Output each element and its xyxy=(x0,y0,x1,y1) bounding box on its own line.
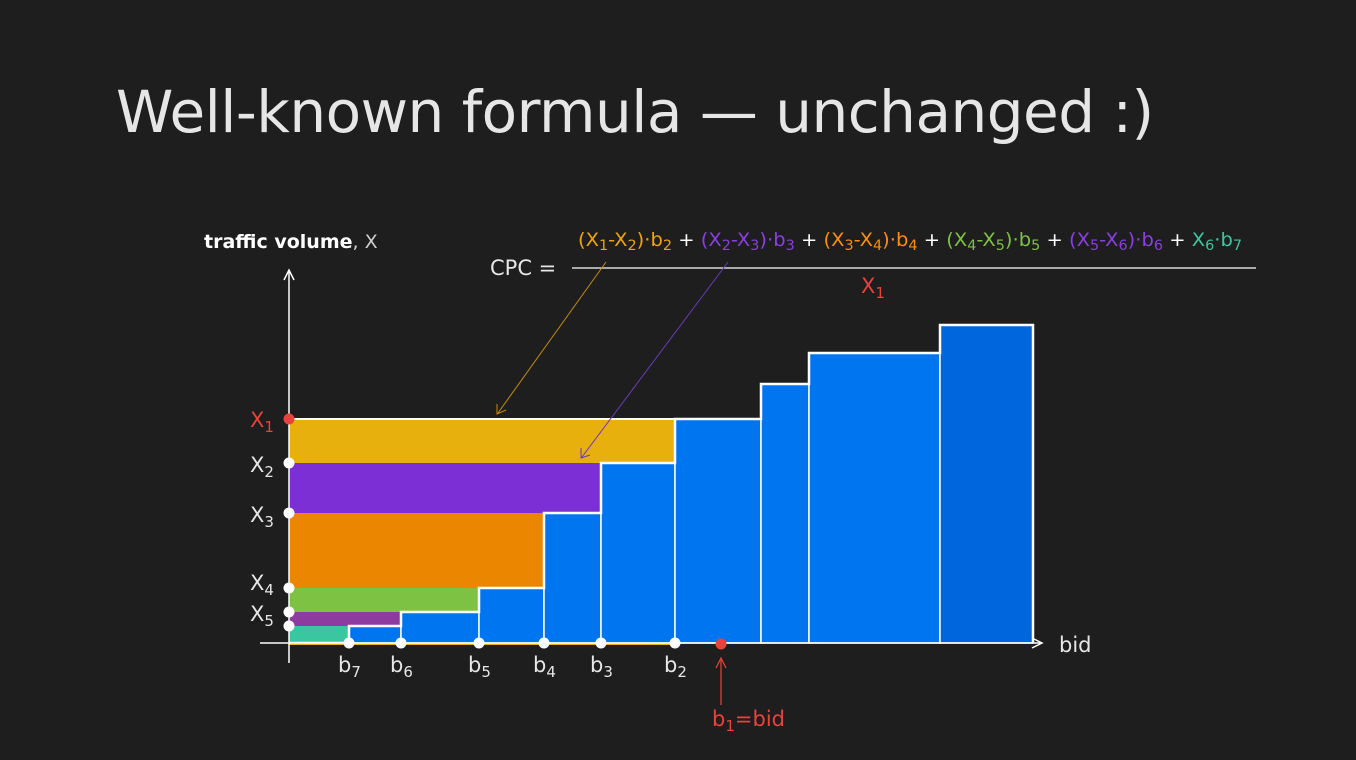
step-bar xyxy=(543,512,602,644)
step-bar xyxy=(600,462,676,644)
axes xyxy=(260,268,1044,705)
y-level-dot xyxy=(283,620,295,632)
bid-label: b6 xyxy=(390,653,413,681)
pointer-term1 xyxy=(497,261,607,414)
x4-x5-band xyxy=(289,588,479,612)
x-axis-title: bid xyxy=(1059,633,1092,657)
bid-label: b2 xyxy=(664,653,687,681)
current-bid-label: b1=bid xyxy=(712,707,785,735)
step-bar xyxy=(674,418,762,644)
axis-labels: X1 X2 X3 X4 X5 b7 b6 b5 b4 b3 b2 b1=bid traffic volu… xyxy=(204,231,1092,735)
step-bar xyxy=(348,625,402,644)
x-axis-arrow xyxy=(1031,637,1044,649)
step-bar xyxy=(478,587,545,644)
x2-x3-band xyxy=(289,463,601,513)
step-bar xyxy=(760,383,810,644)
bid-label: b7 xyxy=(338,653,361,681)
y-level-label: X4 xyxy=(250,571,274,599)
x1-x2-band xyxy=(289,419,675,463)
colored-bands xyxy=(289,419,675,643)
current-bid-dot xyxy=(715,638,727,650)
pointer-term2-head xyxy=(580,448,591,459)
formula-numerator: (X1-X2)·b2 + (X2-X3)·b3 + (X3-X4)·b4 + (… xyxy=(578,229,1242,254)
step-bar xyxy=(939,324,1034,644)
bid-label: b3 xyxy=(590,653,613,681)
y-level-dot xyxy=(283,606,295,618)
bid-label: b4 xyxy=(533,653,556,681)
y-axis-title: traffic volume, X xyxy=(204,231,378,253)
step-bar xyxy=(808,352,941,644)
pointer-term1-head xyxy=(496,404,507,415)
step-bar xyxy=(400,611,480,644)
y-level-label: X5 xyxy=(250,602,274,630)
blue-step-bars xyxy=(348,324,1034,644)
y-axis-arrow xyxy=(283,268,295,281)
x3-x4-band xyxy=(289,513,544,588)
y-level-dot xyxy=(283,507,295,519)
y-level-label: X3 xyxy=(250,503,274,531)
bid-dot xyxy=(343,637,355,649)
bid-dot xyxy=(395,637,407,649)
slide-title: Well-known formula — unchanged :) xyxy=(116,78,1154,146)
x5-x6-band xyxy=(289,612,401,626)
y-level-dot xyxy=(283,413,295,425)
bid-dot xyxy=(595,637,607,649)
bid-dot xyxy=(538,637,550,649)
x6-band xyxy=(289,626,349,643)
y-level-label: X2 xyxy=(250,453,274,481)
step-function-outline xyxy=(289,323,1035,645)
y-level-dot xyxy=(283,457,295,469)
formula-denominator: X1 xyxy=(861,274,885,302)
formula-lhs: CPC = xyxy=(490,256,556,280)
current-bid-pointer-head xyxy=(715,656,727,669)
bid-label: b5 xyxy=(468,653,491,681)
y-level-label: X1 xyxy=(250,408,274,436)
bid-dot xyxy=(669,637,681,649)
bid-dot xyxy=(473,637,485,649)
pointer-term2 xyxy=(581,261,729,458)
cpc-formula: CPC = (X1-X2)·b2 + (X2-X3)·b3 + (X3-X4)·b… xyxy=(490,229,1256,459)
y-level-dot xyxy=(283,582,295,594)
